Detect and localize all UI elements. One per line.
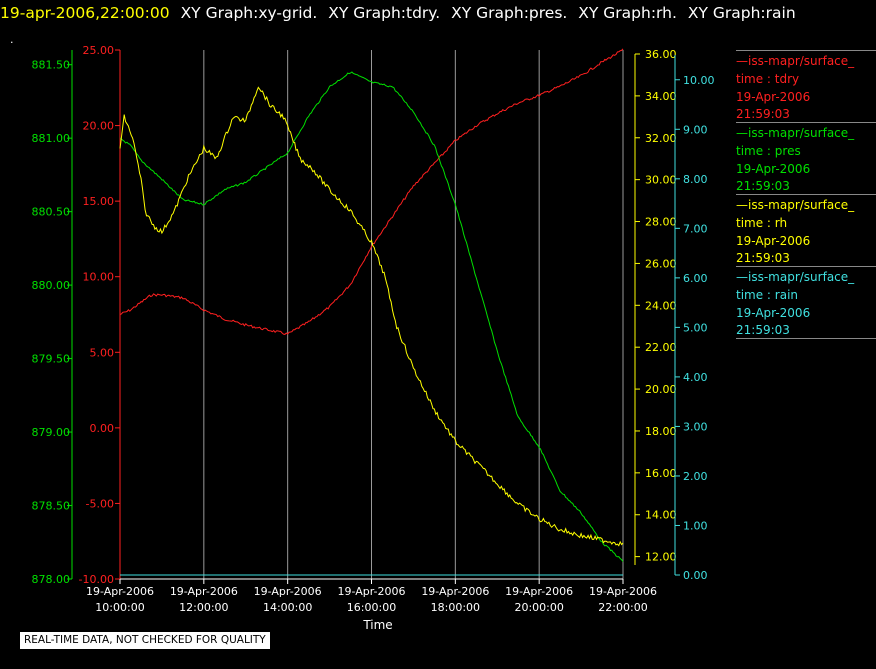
x-tick-date: 19-Apr-2006 bbox=[505, 585, 573, 598]
legend-vars: time : rain bbox=[736, 288, 799, 302]
marker-dot: . bbox=[10, 33, 14, 46]
tdry-tick-label: 25.00 bbox=[83, 44, 115, 57]
pres-tick-label: 878.50 bbox=[32, 500, 71, 513]
rh-tick-label: 20.00 bbox=[645, 383, 677, 396]
pres-tick-label: 881.50 bbox=[32, 59, 71, 72]
legend-date: 19-Apr-2006 bbox=[736, 234, 811, 248]
pres-tick-label: 879.50 bbox=[32, 353, 71, 366]
pres-tick-label: 881.00 bbox=[32, 132, 71, 145]
legend-entry-tdry: —iss-mapr/surface_ time : tdry 19-Apr-20… bbox=[736, 50, 876, 122]
legend-time: 21:59:03 bbox=[736, 179, 790, 193]
rain-tick-label: 3.00 bbox=[683, 420, 708, 433]
pres-series-line bbox=[119, 71, 624, 562]
rh-tick-label: 26.00 bbox=[645, 257, 677, 270]
rh-tick-label: 30.00 bbox=[645, 174, 677, 187]
rain-tick-label: 8.00 bbox=[683, 173, 708, 186]
rh-tick-label: 24.00 bbox=[645, 299, 677, 312]
axes: 878.00 878.50 879.00 879.50 880.00 880.50 881.… bbox=[32, 44, 715, 586]
x-tick-time: 14:00:00 bbox=[263, 601, 312, 614]
legend-name: —iss-mapr/surface_ bbox=[736, 54, 855, 68]
x-tick-date: 19-Apr-2006 bbox=[254, 585, 322, 598]
legend-date: 19-Apr-2006 bbox=[736, 162, 811, 176]
legend-vars: time : tdry bbox=[736, 72, 800, 86]
rh-tick-label: 12.00 bbox=[645, 551, 677, 564]
x-tick-time: 22:00:00 bbox=[598, 601, 647, 614]
rain-tick-label: 9.00 bbox=[683, 123, 708, 136]
graph-title-tdry: XY Graph:tdry. bbox=[328, 4, 441, 22]
tdry-series-line bbox=[119, 48, 624, 335]
x-tick-time: 20:00:00 bbox=[514, 601, 563, 614]
pres-tick-label: 878.00 bbox=[32, 573, 71, 586]
rh-series-line bbox=[119, 86, 624, 547]
rh-tick-label: 14.00 bbox=[645, 509, 677, 522]
x-tick-date: 19-Apr-2006 bbox=[421, 585, 489, 598]
tdry-tick-label: -10.00 bbox=[79, 573, 114, 586]
graph-title-rh: XY Graph:rh. bbox=[578, 4, 677, 22]
tdry-tick-label: 10.00 bbox=[83, 271, 115, 284]
tdry-tick-label: 5.00 bbox=[90, 346, 115, 359]
legend-name: —iss-mapr/surface_ bbox=[736, 198, 855, 212]
legend-time: 21:59:03 bbox=[736, 251, 790, 265]
rain-tick-label: 6.00 bbox=[683, 272, 708, 285]
x-tick-date: 19-Apr-2006 bbox=[86, 585, 154, 598]
tdry-tick-label: 20.00 bbox=[83, 120, 115, 133]
x-tick-date: 19-Apr-2006 bbox=[589, 585, 657, 598]
rh-tick-label: 36.00 bbox=[645, 48, 677, 61]
rain-tick-label: 4.00 bbox=[683, 371, 708, 384]
graph-title-pres: XY Graph:pres. bbox=[451, 4, 568, 22]
pres-tick-label: 880.00 bbox=[32, 279, 71, 292]
x-tick-date: 19-Apr-2006 bbox=[170, 585, 238, 598]
x-tick-labels: 19-Apr-2006 10:00:00 19-Apr-2006 12:00:00 19… bbox=[86, 579, 657, 614]
x-tick-time: 18:00:00 bbox=[431, 601, 480, 614]
rh-tick-label: 22.00 bbox=[645, 341, 677, 354]
tdry-tick-label: -5.00 bbox=[86, 497, 114, 510]
rh-tick-label: 18.00 bbox=[645, 425, 677, 438]
rain-tick-label: 10.00 bbox=[683, 74, 715, 87]
x-tick-time: 12:00:00 bbox=[179, 601, 228, 614]
pres-tick-label: 879.00 bbox=[32, 426, 71, 439]
legend-time: 21:59:03 bbox=[736, 323, 790, 337]
legend-vars: time : pres bbox=[736, 144, 801, 158]
rh-tick-label: 32.00 bbox=[645, 132, 677, 145]
legend: —iss-mapr/surface_ time : tdry 19-Apr-20… bbox=[736, 50, 876, 339]
graph-title-xy-grid: XY Graph:xy-grid. bbox=[180, 4, 318, 22]
x-tick-date: 19-Apr-2006 bbox=[337, 585, 405, 598]
tdry-tick-label: 0.00 bbox=[90, 422, 115, 435]
legend-name: —iss-mapr/surface_ bbox=[736, 126, 855, 140]
x-axis-label: Time bbox=[362, 618, 392, 632]
legend-name: —iss-mapr/surface_ bbox=[736, 270, 855, 284]
x-tick-time: 10:00:00 bbox=[95, 601, 144, 614]
graph-title-rain: XY Graph:rain bbox=[687, 4, 796, 22]
title-date: 19-apr-2006,22:00:00 bbox=[0, 4, 170, 22]
legend-entry-rh: —iss-mapr/surface_ time : rh 19-Apr-2006… bbox=[736, 194, 876, 266]
legend-entry-pres: —iss-mapr/surface_ time : pres 19-Apr-20… bbox=[736, 122, 876, 194]
legend-entry-rain: —iss-mapr/surface_ time : rain 19-Apr-20… bbox=[736, 266, 876, 339]
quality-disclaimer: REAL-TIME DATA, NOT CHECKED FOR QUALITY bbox=[20, 632, 270, 649]
rh-tick-label: 28.00 bbox=[645, 216, 677, 229]
legend-date: 19-Apr-2006 bbox=[736, 306, 811, 320]
legend-vars: time : rh bbox=[736, 216, 788, 230]
pres-tick-label: 880.50 bbox=[32, 206, 71, 219]
rain-tick-label: 5.00 bbox=[683, 321, 708, 334]
series-lines bbox=[119, 48, 624, 576]
grid-lines bbox=[203, 50, 624, 579]
rh-tick-label: 34.00 bbox=[645, 90, 677, 103]
x-tick-time: 16:00:00 bbox=[347, 601, 396, 614]
legend-time: 21:59:03 bbox=[736, 107, 790, 121]
title-bar: 19-apr-2006,22:00:00 XY Graph:xy-grid. X… bbox=[0, 2, 796, 24]
tdry-tick-label: 15.00 bbox=[83, 195, 115, 208]
rh-tick-label: 16.00 bbox=[645, 467, 677, 480]
legend-date: 19-Apr-2006 bbox=[736, 90, 811, 104]
rain-tick-label: 7.00 bbox=[683, 222, 708, 235]
rain-tick-label: 1.00 bbox=[683, 519, 708, 532]
rain-tick-label: 2.00 bbox=[683, 470, 708, 483]
rain-tick-label: 0.00 bbox=[683, 569, 708, 582]
